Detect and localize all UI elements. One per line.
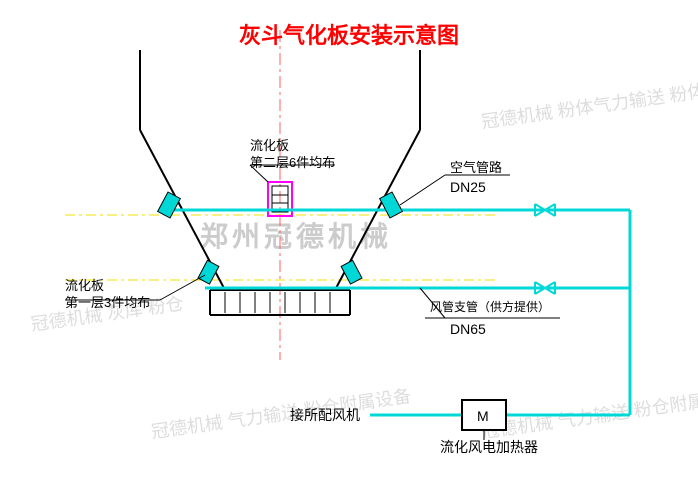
label-heater: 流化风电加热器 xyxy=(440,438,538,456)
label-fan: 接所配风机 xyxy=(290,406,360,424)
label-windpipe: 风管支管（供方提供） xyxy=(430,300,550,316)
label-airpipe: 空气管路 xyxy=(450,160,502,177)
label-heater-m: M xyxy=(477,407,489,425)
diagram-title: 灰斗气化板安装示意图 xyxy=(0,18,698,50)
cyan-piping xyxy=(165,210,630,415)
label-fluidplate-lower: 流化板 第一层3件均布 xyxy=(65,278,150,312)
label-dn25: DN25 xyxy=(450,178,486,196)
diagram-svg xyxy=(0,0,698,500)
label-dn65: DN65 xyxy=(450,320,486,338)
label-fluidplate-upper: 流化板 第二层6件均布 xyxy=(250,138,335,172)
